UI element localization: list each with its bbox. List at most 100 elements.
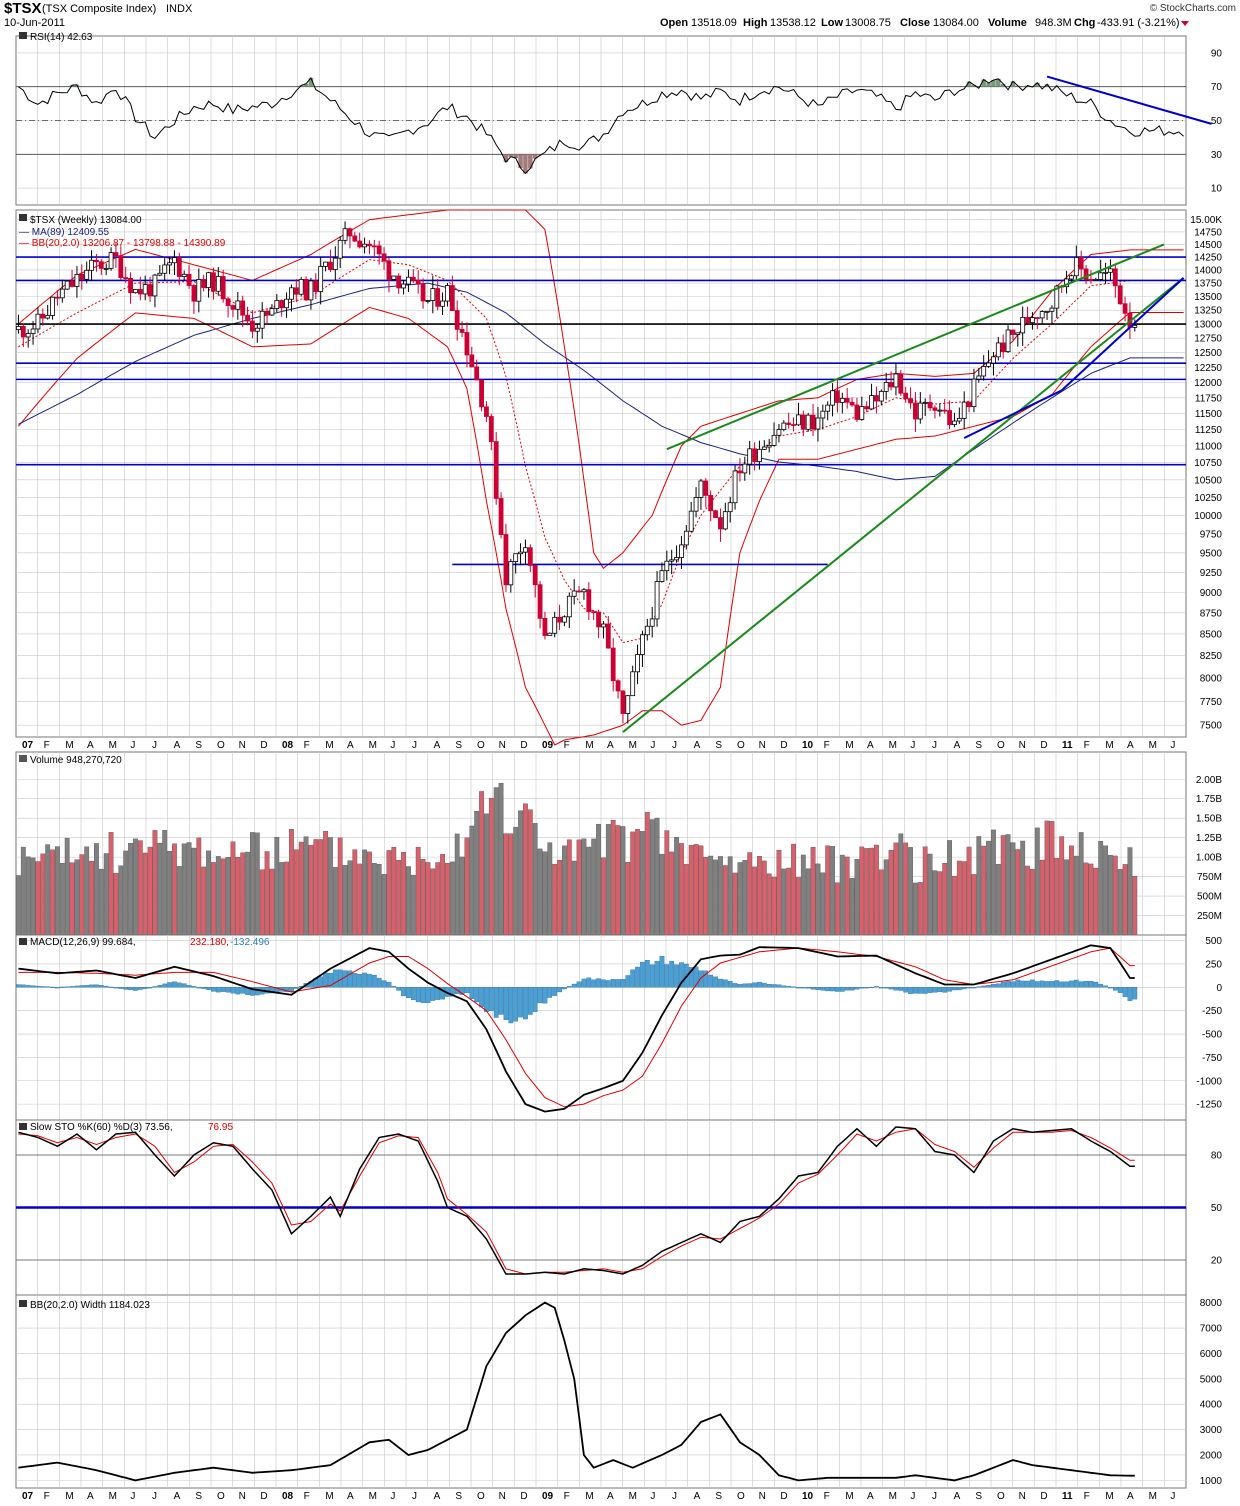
macd-histogram-bar	[810, 987, 816, 990]
price-candle	[820, 410, 826, 419]
volume-bar	[201, 866, 207, 936]
price-candle	[172, 257, 177, 264]
price-candle	[318, 266, 324, 292]
macd-histogram-bar	[16, 984, 21, 988]
macd-tick-label: -250	[1202, 1006, 1222, 1017]
price-candle	[776, 429, 782, 436]
macd-histogram-bar	[869, 986, 874, 989]
macd-histogram-bar	[347, 970, 353, 988]
volume-bar	[991, 829, 996, 936]
macd-histogram-bar	[430, 987, 436, 1001]
price-candle	[1132, 324, 1138, 328]
volume-bar	[966, 846, 972, 936]
volume-bar	[576, 839, 582, 936]
macd-histogram-bar	[591, 979, 597, 988]
price-candle	[162, 264, 168, 274]
macd-histogram-bar	[630, 969, 636, 988]
volume-bar	[64, 837, 70, 936]
volume-bar	[1049, 821, 1055, 936]
price-candle	[718, 517, 723, 530]
volume-bar	[693, 844, 699, 936]
volume-bar	[196, 837, 202, 936]
macd-histogram-bar	[898, 987, 904, 991]
macd-histogram-bar	[240, 987, 246, 994]
volume-bar	[874, 844, 879, 936]
macd-legend-histogram: -132.496	[230, 937, 270, 948]
price-candle	[445, 285, 450, 302]
macd-histogram-bar	[94, 984, 99, 988]
bbwidth-x-tick-label: J	[152, 1491, 157, 1501]
price-candle	[708, 495, 714, 512]
volume-legend: Volume 948,270,720	[30, 755, 122, 766]
bbwidth-x-tick-label: A	[1127, 1491, 1134, 1501]
bbwidth-x-tick-label: D	[780, 1491, 787, 1501]
volume-bar	[318, 839, 324, 936]
price-candle	[1000, 342, 1006, 353]
macd-histogram-bar	[162, 983, 168, 988]
rsi-tick-label: 10	[1211, 184, 1223, 195]
macd-histogram-bar	[1132, 987, 1138, 1000]
bbwidth-x-tick-label: J	[910, 1491, 915, 1501]
price-candle	[966, 401, 972, 408]
volume-bar	[45, 844, 51, 936]
price-candle	[669, 559, 675, 562]
stochastic-k-line	[18, 1126, 1135, 1275]
price-candle	[74, 273, 80, 287]
price-candle	[84, 269, 90, 280]
price-candle	[1103, 271, 1108, 274]
bbwidth-x-tick-label: M	[109, 1491, 117, 1501]
price-candle	[337, 239, 343, 259]
macd-tick-label: 250	[1205, 959, 1222, 970]
macd-histogram-bar	[537, 987, 543, 1004]
price-candle	[766, 445, 772, 448]
volume-bar	[123, 850, 129, 936]
price-x-tick-label: O	[997, 740, 1005, 751]
price-x-tick-label: 10	[802, 740, 814, 751]
price-x-tick-label: M	[369, 740, 377, 751]
volume-bar	[898, 833, 904, 936]
macd-histogram-bar	[503, 987, 509, 1020]
volume-bar	[410, 874, 416, 936]
volume-bar	[679, 843, 684, 936]
macd-histogram-bar	[89, 984, 94, 988]
volume-bar	[596, 823, 601, 936]
price-candle	[69, 280, 75, 287]
macd-histogram-bar	[1020, 980, 1026, 988]
macd-histogram-bar	[747, 983, 753, 988]
price-candle	[952, 420, 957, 425]
price-candle	[1054, 285, 1060, 309]
macd-histogram-bar	[123, 987, 129, 990]
volume-bar	[781, 868, 787, 936]
macd-histogram-bar	[688, 967, 694, 988]
volume-bar	[367, 851, 372, 936]
macd-histogram-bar	[20, 984, 26, 988]
price-candle	[937, 409, 943, 412]
macd-histogram-bar	[376, 977, 382, 988]
macd-histogram-bar	[474, 987, 480, 1003]
price-x-tick-label: D	[1040, 740, 1047, 751]
price-trendline	[666, 243, 1165, 451]
volume-bar	[225, 857, 231, 936]
macd-histogram-bar	[25, 985, 31, 988]
macd-histogram-bar	[362, 972, 367, 988]
volume-bar	[469, 825, 475, 936]
price-candle	[679, 544, 684, 558]
price-x-tick-label: J	[672, 740, 677, 751]
volume-bar	[586, 846, 592, 936]
volume-bar	[1059, 836, 1065, 936]
price-candle	[1108, 268, 1113, 273]
volume-bar	[688, 845, 694, 936]
price-candle	[391, 275, 397, 280]
price-candle	[357, 240, 363, 248]
price-candle	[547, 632, 553, 636]
volume-bar	[947, 840, 952, 936]
price-candle	[713, 510, 718, 518]
volume-bar	[986, 840, 991, 936]
price-candle	[235, 300, 241, 310]
macd-histogram-bar	[1015, 979, 1021, 988]
macd-histogram-bar	[927, 987, 933, 993]
price-tick-label: 14000	[1194, 265, 1222, 276]
price-candle	[835, 390, 840, 403]
volume-bar	[162, 830, 168, 936]
macd-tick-label: -1000	[1196, 1076, 1222, 1087]
